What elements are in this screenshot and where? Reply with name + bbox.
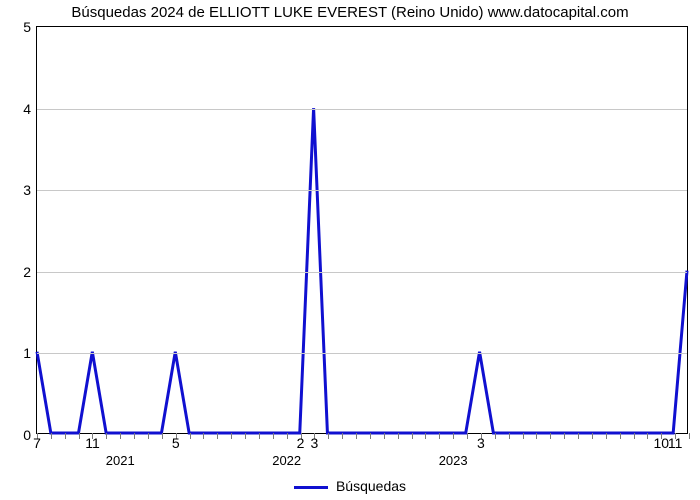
x-tick-mark: [148, 433, 149, 439]
y-tick-label: 4: [23, 101, 37, 117]
x-tick-mark: [647, 433, 648, 439]
x-tick-mark: [425, 433, 426, 439]
chart-title: Búsquedas 2024 de ELLIOTT LUKE EVEREST (…: [0, 4, 700, 21]
gridline: [37, 109, 687, 110]
y-tick-label: 2: [23, 264, 37, 280]
legend-label: Búsquedas: [336, 478, 406, 494]
legend: Búsquedas: [0, 478, 700, 494]
x-tick-mark: [190, 433, 191, 439]
x-year-label: 2021: [106, 433, 135, 468]
x-tick-mark: [412, 433, 413, 439]
x-tick-mark: [328, 433, 329, 439]
x-tick-mark: [162, 433, 163, 439]
x-tick-mark: [550, 433, 551, 439]
x-tick-mark: [370, 433, 371, 439]
plot-area: 01234571152331011202120222023: [36, 26, 688, 434]
x-tick-label: 11: [85, 433, 100, 451]
x-tick-label: 3: [311, 433, 319, 451]
x-tick-label: 7: [33, 433, 41, 451]
x-year-label: 2022: [272, 433, 301, 468]
gridline: [37, 272, 687, 273]
x-tick-mark: [634, 433, 635, 439]
x-tick-label: 10: [653, 433, 669, 451]
x-tick-mark: [606, 433, 607, 439]
x-tick-mark: [356, 433, 357, 439]
x-tick-mark: [384, 433, 385, 439]
x-tick-mark: [564, 433, 565, 439]
y-tick-label: 3: [23, 182, 37, 198]
x-tick-mark: [217, 433, 218, 439]
x-tick-mark: [259, 433, 260, 439]
line-series: [37, 27, 687, 433]
x-tick-mark: [509, 433, 510, 439]
x-tick-label: 3: [477, 433, 485, 451]
y-tick-label: 5: [23, 19, 37, 35]
x-tick-label: 5: [172, 433, 180, 451]
x-tick-mark: [51, 433, 52, 439]
x-tick-mark: [231, 433, 232, 439]
legend-swatch: [294, 486, 328, 489]
x-tick-mark: [398, 433, 399, 439]
gridline: [37, 190, 687, 191]
x-tick-mark: [536, 433, 537, 439]
y-tick-label: 1: [23, 345, 37, 361]
x-tick-label: 11: [668, 433, 683, 451]
x-year-label: 2023: [439, 433, 468, 468]
x-tick-mark: [495, 433, 496, 439]
x-tick-mark: [578, 433, 579, 439]
x-tick-mark: [245, 433, 246, 439]
x-tick-mark: [65, 433, 66, 439]
x-tick-mark: [523, 433, 524, 439]
x-tick-mark: [620, 433, 621, 439]
x-tick-mark: [592, 433, 593, 439]
x-tick-mark: [203, 433, 204, 439]
x-tick-mark: [79, 433, 80, 439]
gridline: [37, 353, 687, 354]
x-tick-mark: [342, 433, 343, 439]
x-tick-mark: [689, 433, 690, 439]
